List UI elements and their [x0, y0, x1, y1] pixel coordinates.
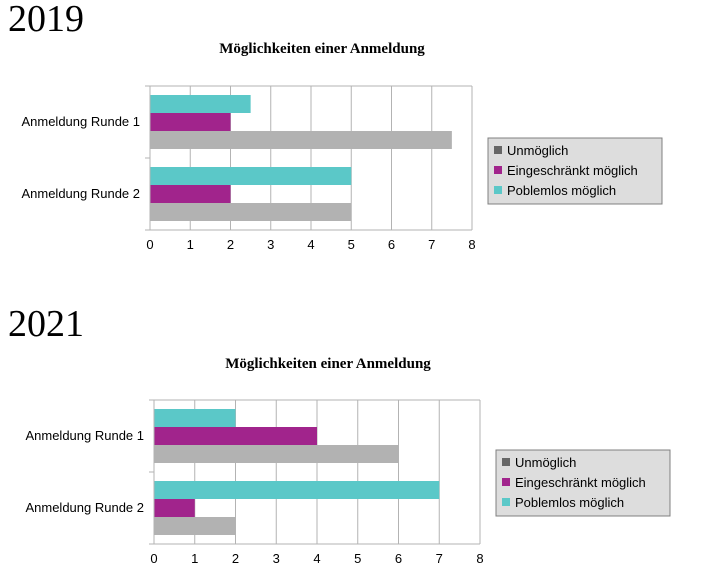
chart-2021-bar [154, 427, 317, 445]
chart-2021-legend-label: Eingeschränkt möglich [515, 475, 646, 490]
chart-2021-category-label: Anmeldung Runde 1 [25, 428, 144, 443]
chart-2019-bar [150, 185, 231, 203]
chart-2021-x-tick-label: 8 [476, 551, 483, 566]
chart-2019-x-tick-label: 8 [468, 237, 475, 252]
chart-2019-x-tick-label: 6 [388, 237, 395, 252]
year-label-2021: 2021 [8, 303, 84, 345]
chart-2019-legend-label: Unmöglich [507, 143, 568, 158]
chart-2021-title: Möglichkeiten einer Anmeldung [225, 356, 431, 372]
chart-2021-bar [154, 409, 236, 427]
year-label-2019: 2019 [8, 0, 84, 40]
chart-2021-bar [154, 517, 236, 535]
chart-2019-legend-label: Eingeschränkt möglich [507, 163, 638, 178]
chart-2021-legend [495, 449, 671, 517]
chart-2021-bar [154, 481, 440, 499]
chart-2021-bar [154, 445, 399, 463]
chart-2019-bar [150, 95, 251, 113]
chart-2019-legend-swatch [494, 146, 502, 154]
chart-2019-x-tick-label: 7 [428, 237, 435, 252]
chart-2019-x-tick-label: 0 [146, 237, 153, 252]
chart-2019-legend-swatch [494, 166, 502, 174]
chart-2021-x-tick-label: 3 [273, 551, 280, 566]
chart-2019-x-tick-label: 3 [267, 237, 274, 252]
chart-2019-category-label: Anmeldung Runde 2 [21, 186, 140, 201]
chart-2019-title: Möglichkeiten einer Anmeldung [219, 41, 425, 57]
chart-2019-bar [150, 113, 231, 131]
chart-2021-legend-label: Poblemlos möglich [515, 495, 624, 510]
chart-2021-x-tick-label: 2 [232, 551, 239, 566]
chart-2019-bar [150, 131, 452, 149]
chart-2019-bar [150, 203, 352, 221]
chart-2019-x-tick-label: 1 [187, 237, 194, 252]
chart-2019-bar [150, 167, 352, 185]
chart-2021-category-label: Anmeldung Runde 2 [25, 500, 144, 515]
chart-2019-x-tick-label: 2 [227, 237, 234, 252]
chart-2021-x-tick-label: 1 [191, 551, 198, 566]
chart-2021-x-tick-label: 4 [313, 551, 320, 566]
chart-2021-legend-swatch [502, 458, 510, 466]
chart-2021-legend-swatch [502, 478, 510, 486]
chart-2021-x-tick-label: 7 [436, 551, 443, 566]
chart-2019-legend-label: Poblemlos möglich [507, 183, 616, 198]
chart-2019-category-label: Anmeldung Runde 1 [21, 114, 140, 129]
chart-2021-bar [154, 499, 195, 517]
chart-2019-x-tick-label: 5 [348, 237, 355, 252]
chart-2021-x-tick-label: 0 [150, 551, 157, 566]
chart-2021-x-tick-label: 5 [354, 551, 361, 566]
chart-2019-legend [487, 137, 663, 205]
chart-2021-legend-label: Unmöglich [515, 455, 576, 470]
chart-2021-x-tick-label: 6 [395, 551, 402, 566]
chart-2019-x-tick-label: 4 [307, 237, 314, 252]
chart-2019-legend-swatch [494, 186, 502, 194]
chart-2021-legend-swatch [502, 498, 510, 506]
